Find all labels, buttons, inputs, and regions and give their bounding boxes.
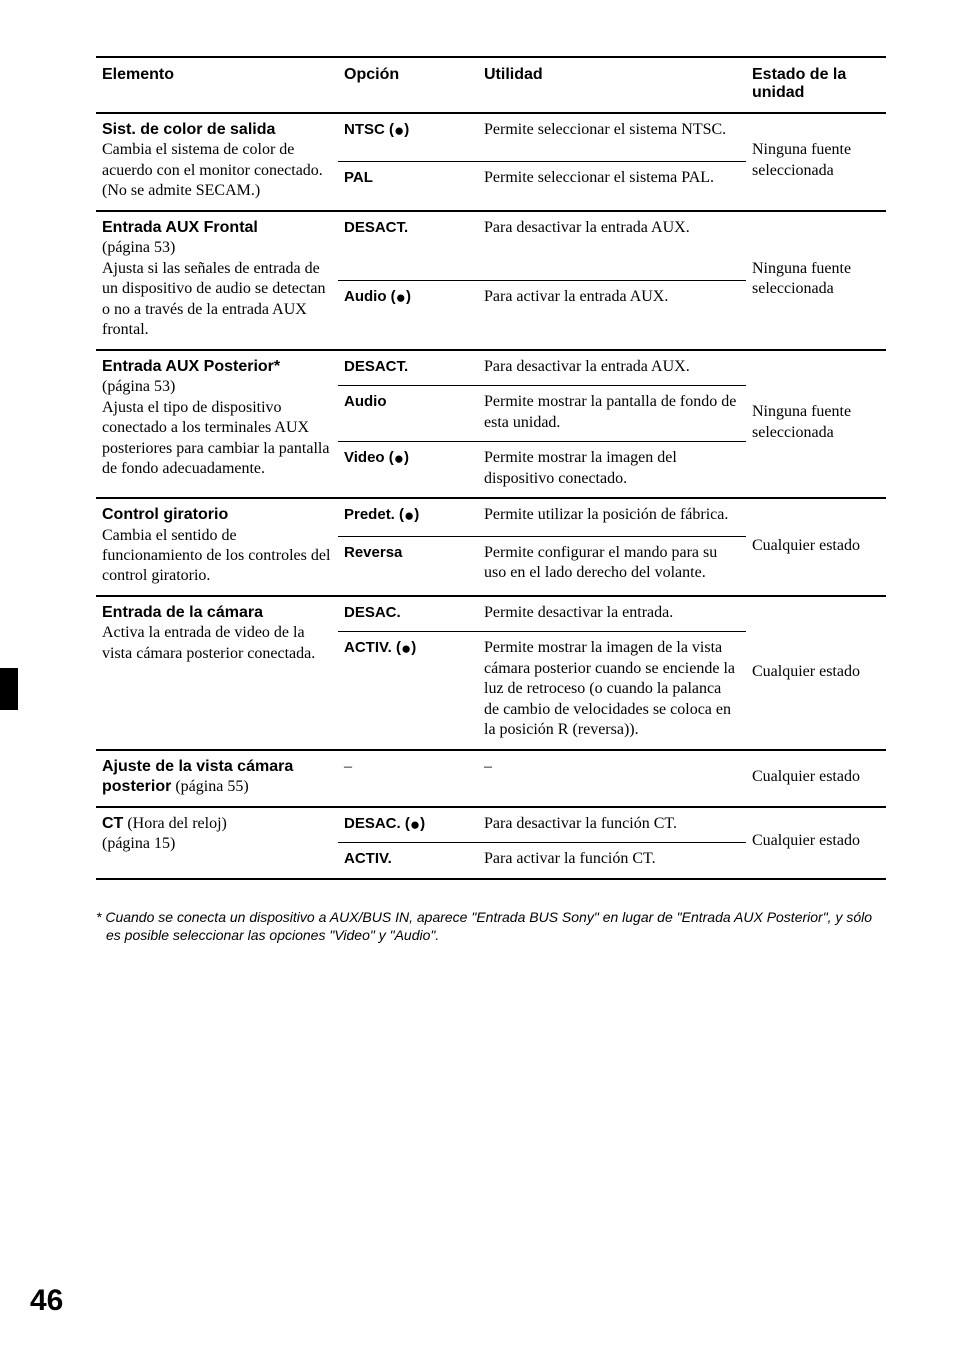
option-label: Predet. (●) [344,506,419,523]
estado-text: Ninguna fuente seleccionada [746,350,886,498]
default-dot-icon: ● [394,121,404,140]
row-title: Control giratorio [102,506,228,523]
default-dot-icon: ● [410,815,420,834]
option-label: – [338,750,478,807]
utility-text: Para desactivar la entrada AUX. [478,350,746,386]
table-row: Entrada AUX Posterior* (página 53) Ajust… [96,350,886,386]
utility-text: Permite seleccionar el sistema NTSC. [478,113,746,162]
default-dot-icon: ● [396,288,406,307]
option-label: ACTIV. [344,850,392,867]
option-label: DESAC. [344,604,401,621]
row-desc: (página 53) [102,239,175,256]
utility-text: Permite desactivar la entrada. [478,596,746,632]
row-desc: Cambia el sentido de funcionamiento de l… [102,527,330,585]
option-label: DESACT. [344,358,408,375]
page-content: Elemento Opción Utilidad Estado de la un… [0,0,954,945]
table-row: Sist. de color de salida Cambia el siste… [96,113,886,162]
table-row: CT (Hora del reloj) (página 15) DESAC. (… [96,807,886,843]
utility-text: Para desactivar la función CT. [478,807,746,843]
option-label: Video (●) [344,449,409,466]
utility-text: Permite mostrar la pantalla de fondo de … [478,386,746,442]
header-utilidad: Utilidad [478,57,746,113]
default-dot-icon: ● [401,639,411,658]
row-title: CT [102,815,123,832]
default-dot-icon: ● [404,506,414,525]
option-label: DESACT. [344,219,408,236]
row-title: Sist. de color de salida [102,121,275,138]
row-desc: Ajusta el tipo de dispositivo conectado … [102,399,329,477]
row-desc: (Hora del reloj) [123,815,227,832]
settings-table: Elemento Opción Utilidad Estado de la un… [96,56,886,880]
utility-text: – [478,750,746,807]
header-elemento: Elemento [96,57,338,113]
row-desc: Cambia el sistema de color de acuerdo co… [102,141,323,199]
header-opcion: Opción [338,57,478,113]
utility-text: Permite utilizar la posición de fábrica. [478,498,746,536]
page-number: 46 [30,1284,63,1318]
row-desc: (página 55) [171,778,248,795]
row-title: Entrada de la cámara [102,604,263,621]
utility-text: Para desactivar la entrada AUX. [478,211,746,280]
option-label: PAL [344,169,373,186]
row-title: Entrada AUX Frontal [102,219,258,236]
row-desc: Activa la entrada de video de la vista c… [102,624,315,661]
table-row: Entrada de la cámara Activa la entrada d… [96,596,886,632]
default-dot-icon: ● [394,449,404,468]
option-label: Audio (●) [344,288,411,305]
option-label: NTSC (●) [344,121,409,138]
estado-text: Cualquier estado [746,596,886,750]
estado-text: Ninguna fuente seleccionada [746,211,886,350]
estado-text: Cualquier estado [746,750,886,807]
utility-text: Para activar la función CT. [478,843,746,879]
option-label: Reversa [344,544,402,561]
option-label: ACTIV. (●) [344,639,416,656]
utility-text: Permite mostrar la imagen del dispositiv… [478,442,746,498]
header-estado: Estado de la unidad [746,57,886,113]
estado-text: Ninguna fuente seleccionada [746,113,886,211]
table-row: Entrada AUX Frontal (página 53) Ajusta s… [96,211,886,280]
table-row: Ajuste de la vista cámara posterior (pág… [96,750,886,807]
row-desc: Ajusta si las señales de entrada de un d… [102,260,326,338]
utility-text: Para activar la entrada AUX. [478,280,746,349]
table-header-row: Elemento Opción Utilidad Estado de la un… [96,57,886,113]
row-title: Entrada AUX Posterior* [102,358,280,375]
option-label: Audio [344,393,387,410]
utility-text: Permite configurar el mando para su uso … [478,536,746,596]
option-label: DESAC. (●) [344,815,425,832]
estado-text: Cualquier estado [746,498,886,596]
utility-text: Permite seleccionar el sistema PAL. [478,162,746,211]
row-desc: (página 53) [102,378,175,395]
footnote-text: * Cuando se conecta un dispositivo a AUX… [96,908,882,945]
estado-text: Cualquier estado [746,807,886,879]
side-tab-marker [0,668,18,710]
utility-text: Permite mostrar la imagen de la vista cá… [478,632,746,750]
row-desc: (página 15) [102,835,175,852]
table-row: Control giratorio Cambia el sentido de f… [96,498,886,536]
